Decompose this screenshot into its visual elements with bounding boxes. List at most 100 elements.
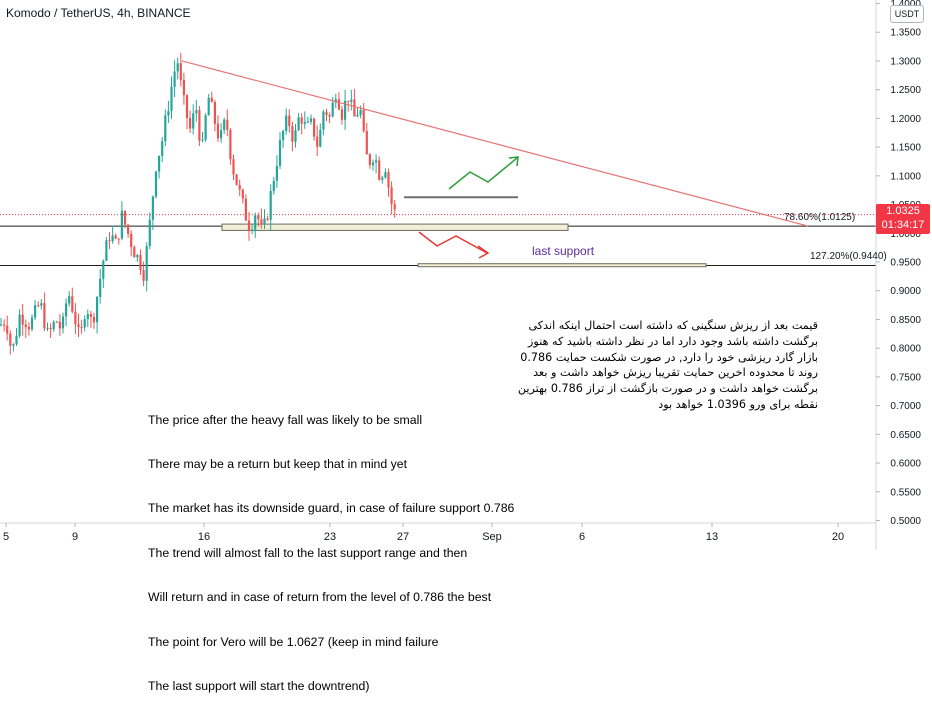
candle-down: [58, 321, 61, 329]
candle-down: [260, 219, 263, 225]
candle-up: [278, 140, 282, 166]
candle-up: [65, 303, 68, 317]
note-line: The price after the heavy fall was likel…: [148, 412, 423, 427]
candle-up: [164, 115, 167, 142]
candle-up: [99, 278, 102, 297]
candle-down: [247, 220, 251, 232]
candle-up: [359, 109, 362, 115]
candle-up: [192, 113, 195, 129]
candle-down: [316, 136, 319, 147]
note-line: قیمت بعد از ریزش سنگینی که داشته است احت…: [528, 319, 818, 332]
candles: [0, 52, 396, 355]
x-tick-label: 5: [3, 531, 9, 543]
candle-up: [331, 102, 334, 117]
candle-up: [52, 321, 55, 330]
candle-down: [368, 154, 371, 166]
candle-up: [306, 121, 309, 123]
candle-up: [15, 335, 18, 345]
note-line: Will return and in case of return from t…: [148, 590, 492, 605]
candle-up: [154, 171, 158, 197]
level-786-label: 78.60%(1.0125): [784, 212, 856, 223]
candle-down: [387, 172, 390, 188]
candle-up: [309, 118, 313, 122]
candle-up: [263, 218, 266, 225]
candle-down: [244, 198, 247, 221]
candle-down: [347, 100, 350, 102]
candle-up: [151, 196, 154, 220]
candle-up: [158, 155, 161, 172]
candle-down: [378, 160, 381, 180]
candle-down: [328, 114, 331, 117]
candle-down: [71, 296, 74, 312]
candle-down: [313, 118, 316, 137]
candle-up: [223, 119, 226, 131]
green-arrow-head: [508, 156, 519, 167]
candle-up: [251, 229, 254, 232]
candle-down: [325, 111, 328, 115]
candle-down: [114, 235, 117, 239]
y-axis: 1.40001.35001.30001.25001.20001.15001.10…: [875, 0, 932, 550]
drawings: [181, 60, 809, 259]
candle-down: [288, 115, 291, 127]
candle-up: [40, 303, 43, 306]
currency-label[interactable]: USDT: [890, 5, 924, 23]
candle-up: [111, 235, 114, 242]
y-tick-label: 0.5500: [890, 487, 921, 498]
support-zone: [417, 263, 707, 268]
candle-up: [344, 100, 347, 120]
candle-up: [220, 130, 223, 139]
y-tick-label: 0.6500: [890, 430, 921, 441]
candle-up: [275, 165, 278, 181]
candle-up: [195, 110, 198, 114]
note-line: برگشت خواهد داشت و در صورت بازگشت از ترا…: [517, 382, 818, 396]
candle-up: [96, 296, 99, 323]
candle-up: [161, 141, 164, 156]
candle-up: [83, 319, 86, 328]
candle-down: [337, 99, 340, 110]
candle-up: [375, 160, 378, 163]
candle-down: [80, 327, 83, 329]
candle-down: [77, 324, 80, 328]
candle-up: [86, 314, 89, 320]
candle-down: [226, 119, 229, 130]
y-tick-label: 0.7500: [890, 372, 921, 383]
x-tick-label: 27: [397, 531, 409, 543]
candle-down: [6, 325, 9, 334]
candle-up: [322, 111, 325, 130]
chart-title: Komodo / TetherUS, 4h, BINANCE: [6, 6, 191, 20]
candle-up: [269, 190, 272, 220]
candle-down: [43, 303, 46, 329]
candle-down: [300, 117, 303, 124]
candle-down: [393, 204, 396, 210]
candle-down: [241, 189, 244, 199]
candle-down: [123, 210, 127, 225]
red-arrow-icon: [418, 231, 488, 254]
countdown-timer: 01:34:17: [881, 219, 925, 231]
candle-up: [356, 114, 359, 117]
candle-up: [102, 260, 105, 279]
persian-note: قیمت بعد از ریزش سنگینی که داشته است احت…: [488, 318, 818, 413]
note-line: نقطه برای ورو 1.0396 خواهد بود: [658, 397, 818, 411]
candle-up: [207, 97, 210, 116]
candle-up: [46, 327, 49, 329]
y-tick-label: 0.6000: [890, 459, 921, 470]
note-line: The trend will almost fall to the last s…: [148, 545, 468, 560]
candle-down: [390, 187, 393, 205]
candle-down: [291, 126, 294, 142]
candle-up: [272, 180, 275, 191]
level-1272-label: 127.20%(0.9440): [810, 251, 887, 262]
english-note: The price after the heavy fall was likel…: [148, 383, 514, 709]
y-tick-label: 0.9500: [890, 258, 921, 269]
candle-down: [232, 159, 235, 175]
candle-down: [130, 233, 133, 248]
candle-up: [120, 210, 123, 239]
candle-up: [18, 314, 21, 336]
candle-up: [381, 177, 384, 180]
candle-down: [89, 314, 92, 317]
y-tick-label: 1.0000: [890, 229, 921, 240]
candle-up: [319, 129, 322, 147]
candle-down: [353, 99, 356, 117]
y-tick-label: 0.9000: [890, 286, 921, 297]
last-support-label: last support: [532, 244, 595, 258]
candle-up: [201, 139, 204, 141]
